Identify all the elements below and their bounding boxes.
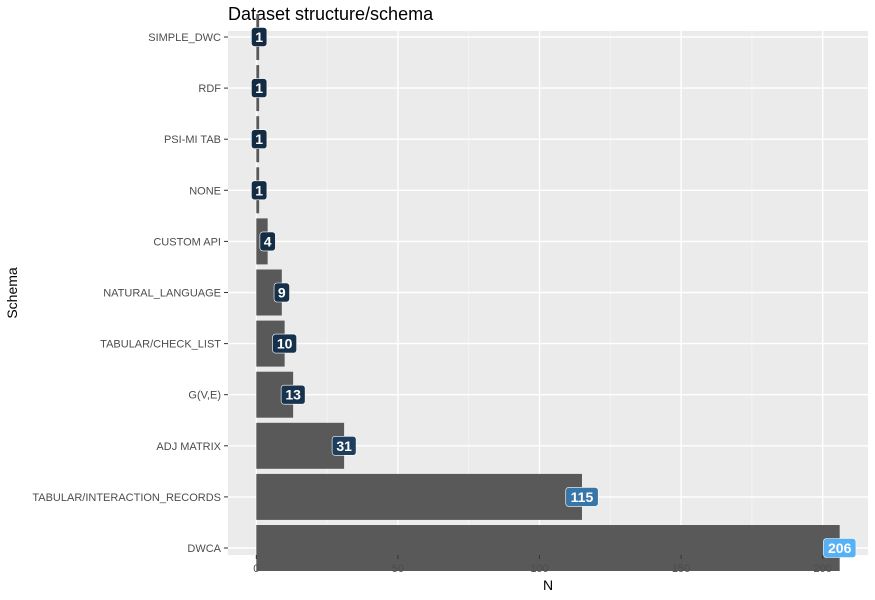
y-tick-label: RDF	[198, 83, 221, 95]
y-tick-label: SIMPLE_DWC	[148, 32, 221, 44]
bar	[256, 422, 345, 469]
data-label-box	[251, 129, 268, 149]
data-label-box	[251, 180, 268, 201]
x-tick-label: 50	[392, 563, 404, 575]
y-tick-label: PSI-MI TAB	[164, 134, 221, 146]
data-label-box	[251, 78, 268, 98]
data-label: 31	[336, 438, 352, 454]
data-label-box	[272, 333, 297, 354]
data-label-box	[565, 487, 599, 507]
data-label: 1	[255, 182, 263, 198]
chart-title: Dataset structure/schema	[228, 4, 434, 24]
y-tick-label: TABULAR/INTERACTION_RECORDS	[32, 492, 221, 504]
data-label-box	[259, 231, 276, 252]
data-label: 1	[255, 29, 263, 45]
data-label-box	[273, 282, 290, 303]
x-axis-title: N	[543, 577, 553, 593]
x-axis: 0 50 100 150 200	[253, 555, 832, 575]
y-axis-title: Schema	[4, 267, 20, 319]
y-tick-label: CUSTOM API	[153, 236, 221, 248]
x-tick-label: 100	[530, 563, 548, 575]
data-label: 115	[571, 489, 594, 505]
y-axis: SIMPLE_DWC RDF PSI-MI TAB NONE CUSTOM API NAT…	[32, 32, 228, 555]
data-label: 1	[255, 131, 263, 147]
data-label-box	[331, 435, 357, 456]
x-tick-label: 0	[253, 563, 259, 575]
data-label: 4	[264, 233, 272, 249]
y-tick-label: TABULAR/CHECK_LIST	[100, 339, 221, 351]
bar	[256, 525, 840, 571]
y-tick-label: NONE	[189, 185, 221, 197]
data-label: 9	[278, 285, 286, 301]
y-tick-label: G(V,E)	[188, 390, 221, 402]
data-label: 10	[277, 336, 293, 352]
data-labels: 1 1 1 1 4 9 10 13 31 115 206	[251, 27, 857, 558]
bar	[256, 473, 582, 520]
data-label: 1	[255, 80, 263, 96]
x-tick-label: 200	[814, 563, 832, 575]
data-label: 206	[828, 540, 852, 556]
data-label-box	[280, 384, 306, 405]
y-tick-label: ADJ MATRIX	[156, 441, 221, 453]
x-tick-label: 150	[672, 563, 690, 575]
y-tick-label: DWCA	[187, 543, 221, 555]
data-label: 13	[285, 387, 301, 403]
y-tick-label: NATURAL_LANGUAGE	[103, 288, 221, 300]
data-label-box	[823, 538, 857, 558]
data-label-box	[251, 27, 268, 47]
